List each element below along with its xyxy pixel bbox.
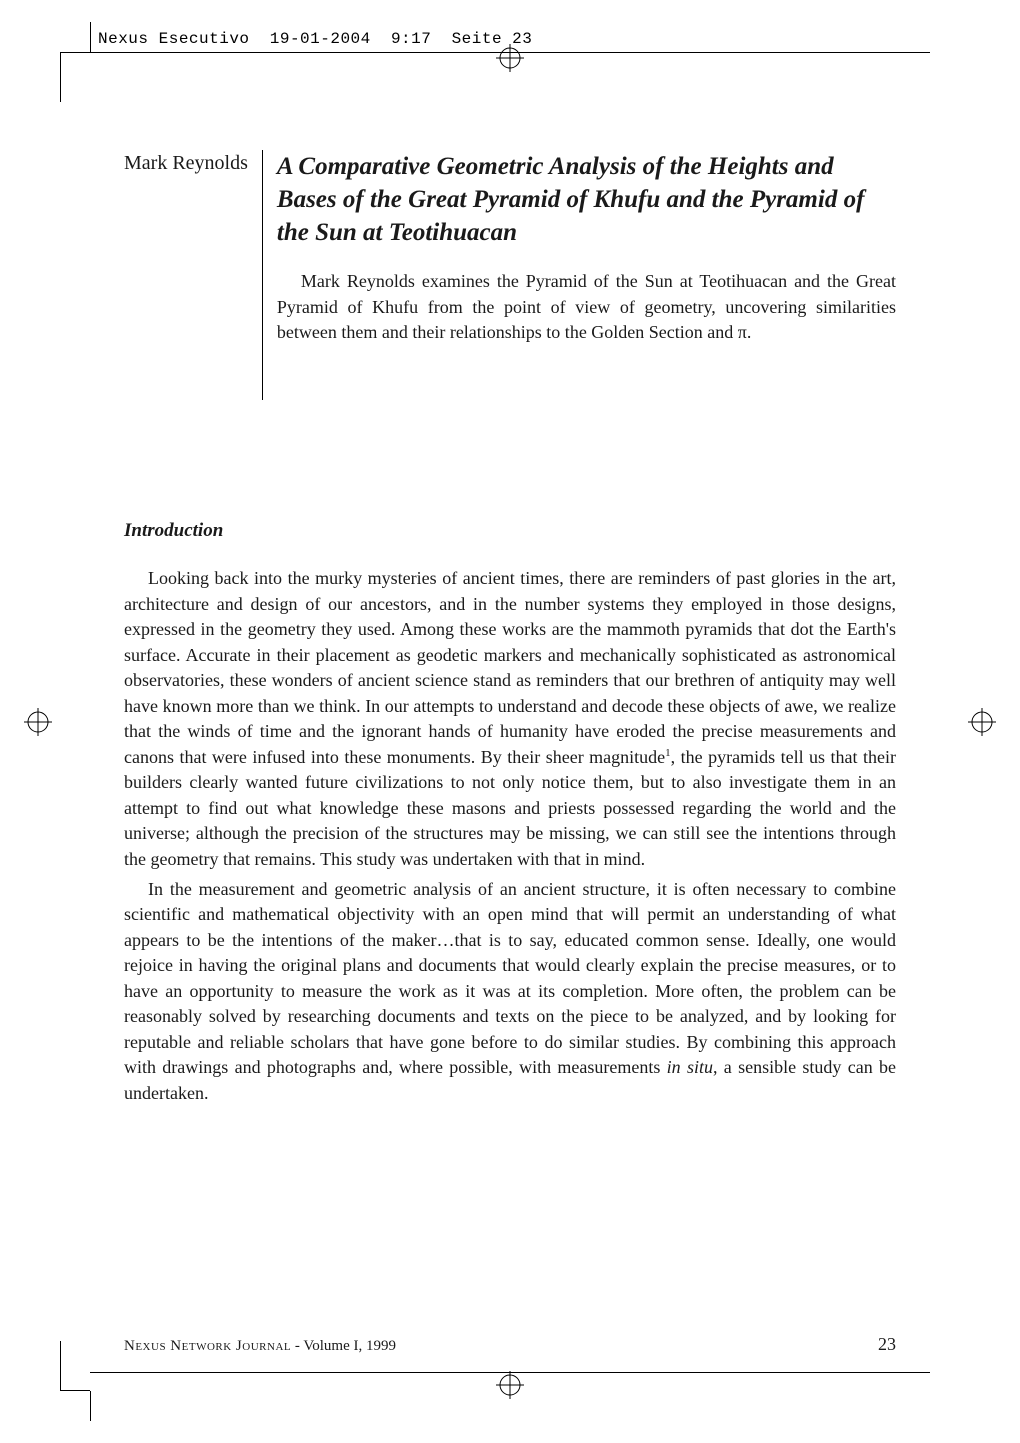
print-slugline: Nexus Esecutivo 19-01-2004 9:17 Seite 23 bbox=[98, 30, 532, 48]
author-name: Mark Reynolds bbox=[124, 150, 248, 175]
journal-volume: - Volume I, 1999 bbox=[291, 1338, 396, 1354]
registration-mark-icon bbox=[24, 708, 52, 736]
para1-text-a: Looking back into the murky mysteries of… bbox=[124, 568, 896, 767]
para2-text-a: In the measurement and geometric analysi… bbox=[124, 879, 896, 1078]
crop-mark bbox=[60, 52, 61, 102]
body-paragraph: Looking back into the murky mysteries of… bbox=[124, 566, 896, 873]
slug-file: Nexus Esecutivo bbox=[98, 30, 250, 48]
slug-page: Seite 23 bbox=[452, 30, 533, 48]
slug-date: 19-01-2004 bbox=[270, 30, 371, 48]
article-content: Mark Reynolds A Comparative Geometric An… bbox=[124, 150, 896, 1106]
registration-mark-icon bbox=[968, 708, 996, 736]
page-footer: Nexus Network Journal - Volume I, 1999 2… bbox=[124, 1334, 896, 1355]
abstract-text: Mark Reynolds examines the Pyramid of th… bbox=[277, 269, 896, 346]
crop-mark bbox=[60, 52, 90, 53]
journal-name: Nexus Network Journal bbox=[124, 1338, 291, 1354]
crop-mark bbox=[60, 1341, 61, 1391]
registration-mark-icon bbox=[496, 44, 524, 72]
crop-mark bbox=[60, 1390, 90, 1391]
slug-time: 9:17 bbox=[391, 30, 431, 48]
section-heading: Introduction bbox=[124, 520, 896, 542]
crop-mark bbox=[90, 1391, 91, 1421]
journal-citation: Nexus Network Journal - Volume I, 1999 bbox=[124, 1338, 396, 1355]
page-number: 23 bbox=[878, 1334, 896, 1355]
article-abstract: Mark Reynolds examines the Pyramid of th… bbox=[277, 269, 896, 346]
para2-italic: in situ bbox=[667, 1057, 713, 1077]
registration-mark-icon bbox=[496, 1371, 524, 1399]
title-block: Mark Reynolds A Comparative Geometric An… bbox=[124, 150, 896, 400]
crop-mark bbox=[90, 22, 91, 52]
body-paragraph: In the measurement and geometric analysi… bbox=[124, 877, 896, 1107]
vertical-divider bbox=[262, 150, 263, 400]
article-title: A Comparative Geometric Analysis of the … bbox=[277, 150, 896, 249]
